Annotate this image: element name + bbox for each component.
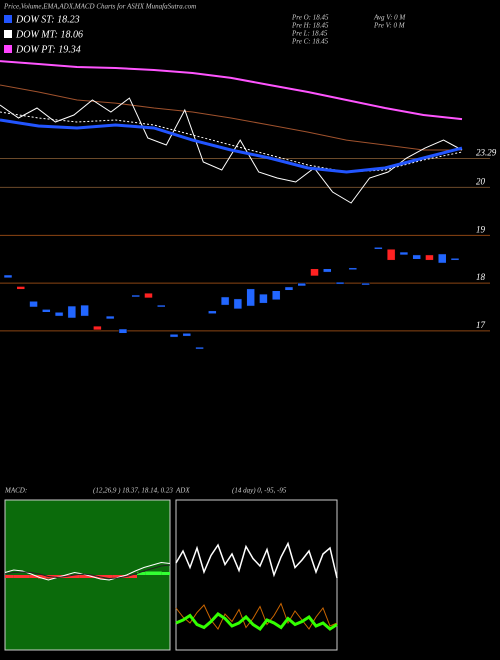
page-title: Price,Volume,EMA,ADX,MACD Charts for ASH…	[3, 3, 196, 11]
candle	[220, 296, 230, 306]
panel-title: MACD:	[4, 487, 27, 495]
histogram-bar	[128, 575, 137, 578]
histogram-bar	[112, 575, 121, 578]
candle	[412, 254, 421, 260]
candle	[284, 286, 294, 291]
candle	[208, 310, 217, 314]
y-tick-label: 18	[476, 272, 486, 282]
line-series	[0, 60, 463, 121]
line-series	[175, 541, 338, 579]
y-tick-label: 20	[476, 176, 486, 186]
stat: Avg V: 0 M	[373, 14, 406, 22]
panel-title: ADX	[175, 487, 190, 495]
candle	[323, 268, 332, 273]
candle	[29, 301, 38, 308]
histogram-bar	[137, 572, 146, 575]
candle	[157, 304, 166, 308]
legend-label: DOW MT: 18.06	[15, 29, 83, 40]
candle	[195, 346, 204, 350]
candle	[297, 282, 306, 287]
histogram-bar	[79, 575, 88, 578]
y-tick-label: 19	[476, 224, 486, 234]
histogram-bar	[21, 575, 30, 578]
line-series	[0, 97, 463, 204]
histogram-bar	[71, 575, 80, 578]
candle	[42, 309, 51, 313]
candle	[118, 328, 128, 334]
candle	[169, 333, 179, 338]
candle	[335, 281, 345, 285]
line-series	[175, 612, 338, 632]
stat: Pre O: 18.45	[291, 14, 329, 22]
candle	[374, 247, 383, 250]
line-series	[175, 602, 338, 630]
candle	[348, 267, 358, 270]
histogram-bar	[153, 571, 162, 575]
candle	[80, 304, 89, 317]
candle	[54, 312, 64, 317]
stat: Pre L: 18.45	[291, 30, 328, 38]
line-series	[0, 84, 462, 151]
stat: Pre V: 0 M	[373, 22, 406, 30]
panel-subtitle: (14 day) 0, -95, -95	[232, 487, 287, 495]
candle	[310, 268, 319, 277]
line-series	[4, 561, 171, 581]
candle	[437, 253, 447, 264]
candle	[67, 305, 77, 319]
histogram-bar	[104, 575, 113, 579]
candle	[399, 251, 409, 256]
candle	[3, 274, 13, 279]
histogram-bar	[29, 575, 38, 578]
histogram-bar	[54, 575, 63, 578]
candle	[450, 258, 460, 261]
candle	[246, 288, 255, 307]
line-series	[0, 111, 463, 173]
candle	[233, 298, 243, 310]
legend-label: DOW ST: 18.23	[15, 14, 80, 25]
y-tick-label: 23.29	[476, 148, 497, 158]
histogram-bar	[145, 571, 154, 575]
candle	[105, 315, 115, 320]
candle	[361, 282, 370, 286]
candle	[131, 294, 140, 298]
legend-swatch	[4, 15, 12, 23]
candle	[16, 286, 26, 290]
candle	[271, 290, 281, 301]
panel-subtitle: (12,26,9 ) 18.37, 18.14, 0.23	[93, 487, 173, 495]
candle	[182, 333, 192, 337]
line-series	[0, 118, 463, 174]
histogram-bar	[5, 575, 14, 578]
histogram-bar	[38, 575, 47, 579]
candle	[386, 248, 396, 261]
candle	[93, 325, 102, 331]
line-series	[4, 564, 171, 580]
candle	[425, 254, 434, 261]
candle	[144, 292, 153, 299]
stat: Pre H: 18.45	[291, 22, 329, 30]
legend-swatch	[4, 45, 12, 53]
histogram-bar	[13, 575, 22, 578]
histogram-bar	[161, 572, 170, 575]
legend-swatch	[4, 30, 12, 38]
y-tick-label: 17	[476, 320, 486, 330]
candle	[259, 293, 268, 304]
stat: Pre C: 18.45	[291, 38, 329, 46]
legend-label: DOW PT: 19.34	[15, 44, 81, 55]
